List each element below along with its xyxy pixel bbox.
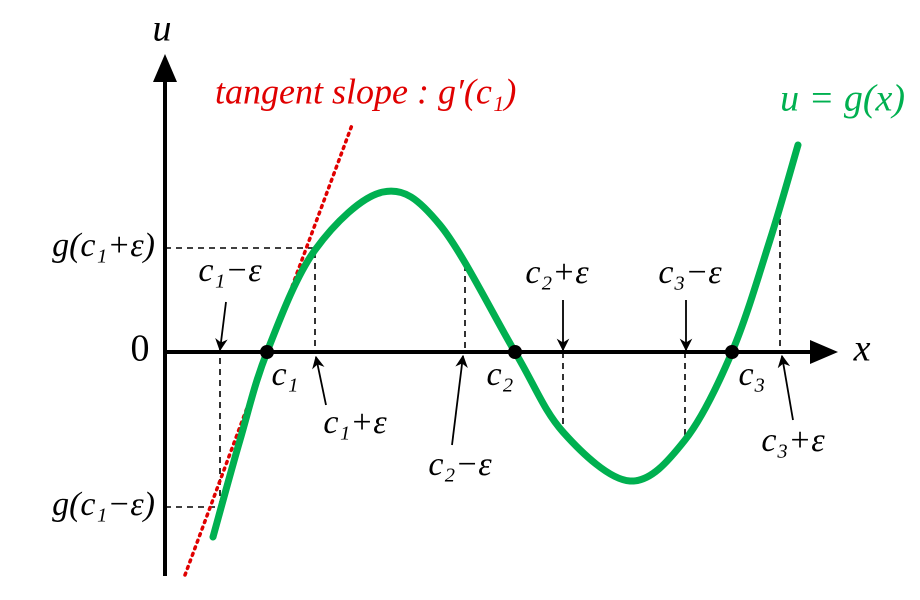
root-label: c₁ — [272, 356, 299, 393]
x-point-label: c₂+ε — [525, 254, 589, 291]
x-arrow — [810, 340, 838, 364]
y-arrow — [153, 54, 177, 82]
root-dot — [508, 345, 522, 359]
y-axis-label: u — [153, 8, 172, 50]
x-axis-label: x — [853, 328, 871, 370]
curve-label: u = g(x) — [780, 78, 905, 120]
x-point-label: c₃−ε — [658, 254, 722, 291]
root-dot — [725, 345, 739, 359]
x-point-label: c₂−ε — [428, 446, 492, 483]
x-point-label: c₁+ε — [323, 404, 387, 441]
label-arrows — [215, 300, 794, 446]
root-dot — [260, 345, 274, 359]
root-label: c₂ — [487, 356, 514, 393]
origin-label: 0 — [131, 328, 150, 370]
tangent-label: tangent slope : g′(c₁) — [215, 71, 516, 111]
y-tick-label: g(c₁−ε) — [52, 486, 155, 523]
x-point-label: c₁−ε — [198, 252, 262, 289]
curve — [209, 141, 802, 541]
root-label: c₃ — [739, 356, 766, 393]
y-tick-label: g(c₁+ε) — [52, 227, 155, 264]
x-point-label: c₃+ε — [761, 422, 825, 459]
